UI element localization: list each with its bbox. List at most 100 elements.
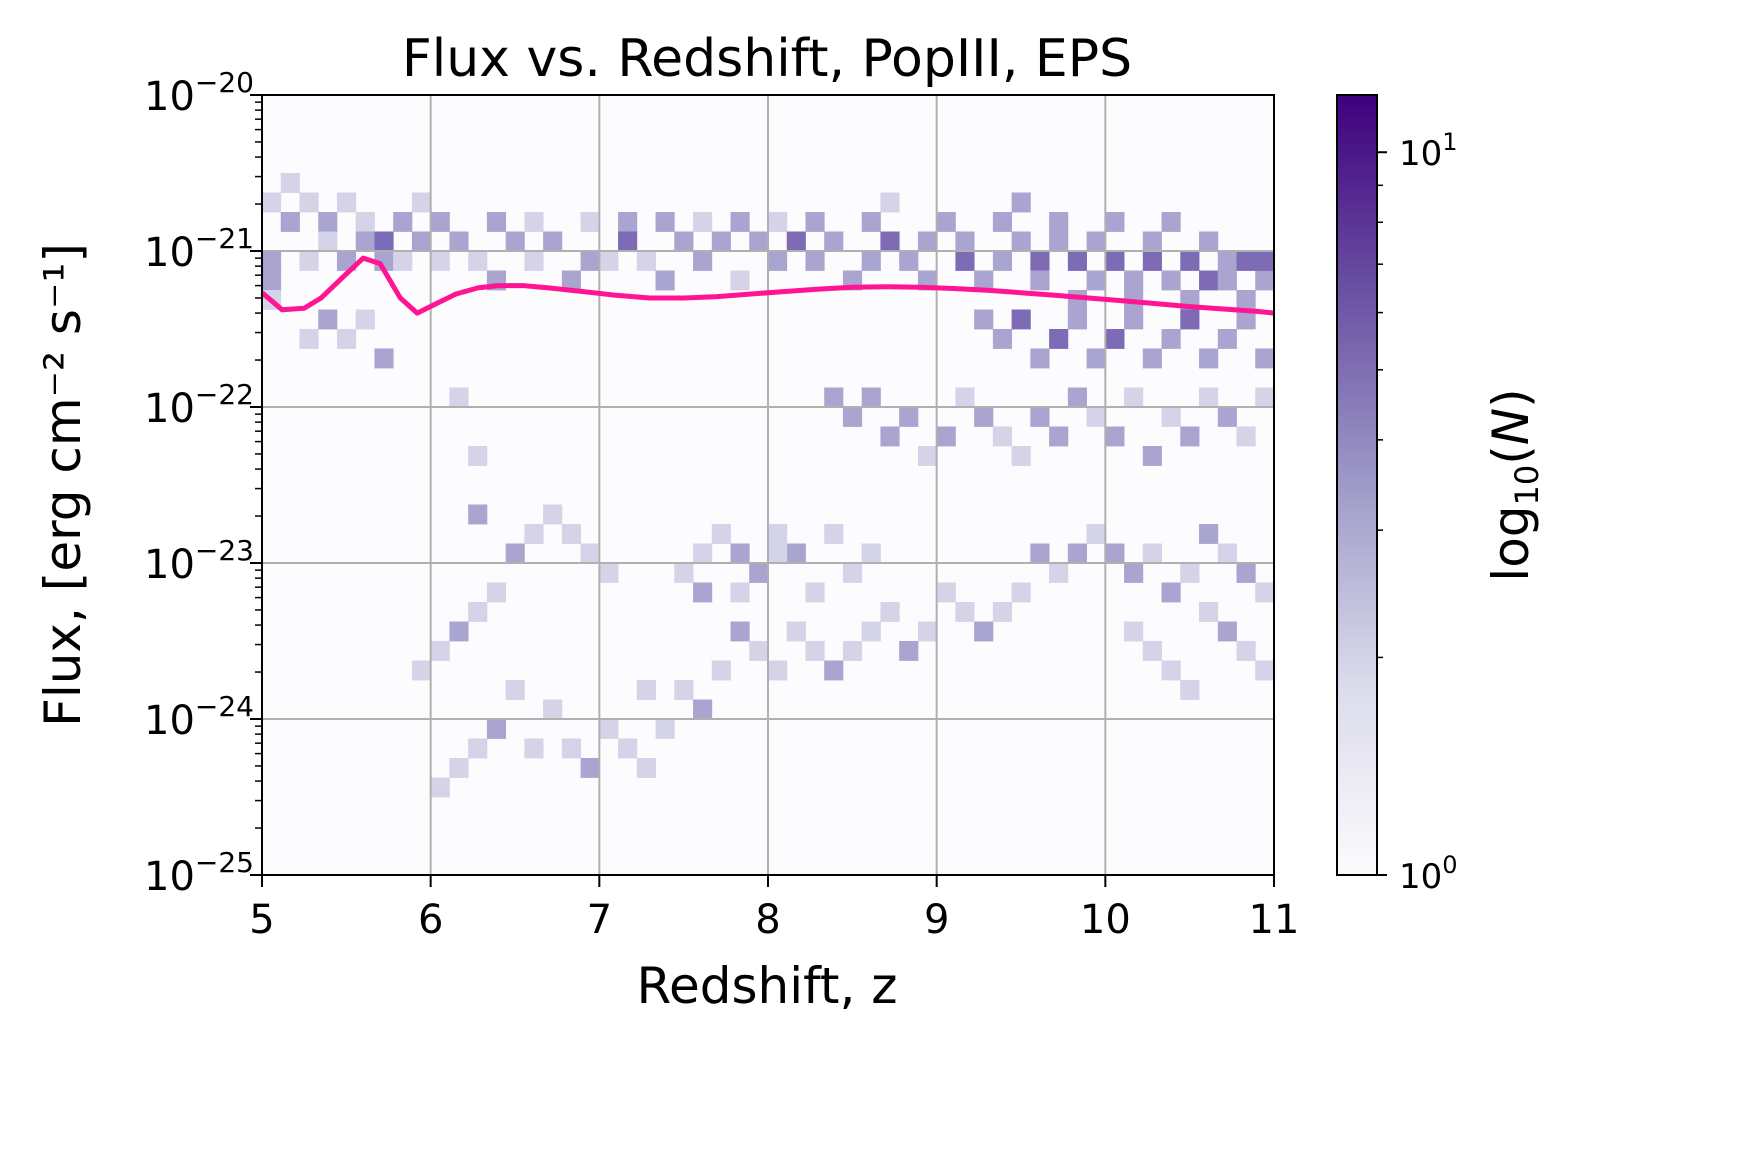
heatmap-cell [936, 426, 956, 447]
heatmap-cell [1236, 563, 1256, 583]
heatmap-cell [299, 329, 319, 349]
heatmap-cells [262, 173, 1275, 798]
y-tick-label: 10−25 [144, 846, 254, 900]
heatmap-cell [280, 173, 300, 193]
heatmap-cell [655, 719, 675, 739]
heatmap-cell [486, 582, 507, 603]
heatmap-cell [374, 348, 394, 369]
heatmap-cell [468, 602, 488, 622]
heatmap-cell [917, 446, 938, 466]
heatmap-cell [636, 758, 656, 778]
heatmap-cell [1011, 231, 1031, 252]
heatmap-cell [805, 251, 825, 271]
heatmap-cell [1011, 309, 1031, 330]
heatmap-cell [1236, 641, 1256, 661]
heatmap-cell [1255, 251, 1275, 271]
heatmap-cell [299, 192, 319, 213]
heatmap-cell [618, 212, 638, 232]
heatmap-cell [693, 582, 713, 603]
heatmap-cell [1105, 212, 1125, 232]
heatmap-cell [1217, 621, 1237, 642]
heatmap-cell [1217, 251, 1237, 271]
heatmap-cell [899, 251, 919, 271]
heatmap-cell [786, 231, 806, 252]
heatmap-cell [1011, 582, 1031, 603]
x-tick-label: 10 [1080, 897, 1131, 943]
heatmap-cell [1199, 602, 1219, 622]
y-tick-label: 10−23 [144, 534, 254, 588]
heatmap-cell [1180, 426, 1200, 447]
heatmap-cell [1049, 329, 1069, 349]
heatmap-cell [861, 387, 881, 408]
colorbar-label-sub: 10 [1508, 465, 1546, 506]
heatmap-cell [1255, 270, 1275, 291]
heatmap-cell [580, 212, 600, 232]
heatmap-cell [262, 192, 282, 213]
heatmap-cell [693, 699, 713, 720]
heatmap-cell [430, 212, 450, 232]
heatmap-cell [1067, 543, 1087, 564]
y-tick-label: 10−24 [144, 690, 254, 744]
heatmap-cell [430, 641, 450, 661]
heatmap-cell [561, 738, 581, 759]
heatmap-cell [599, 719, 619, 739]
heatmap-cell [861, 621, 881, 642]
heatmap-cell [786, 621, 806, 642]
heatmap-cell [861, 212, 881, 232]
heatmap-cell [299, 251, 319, 271]
heatmap-cell [524, 212, 544, 232]
colorbar-label-base: log [1482, 505, 1540, 581]
heatmap-cell [955, 602, 975, 622]
heatmap-cell [1142, 348, 1162, 369]
heatmap-cell [992, 602, 1013, 622]
heatmap-cell [861, 251, 881, 271]
heatmap-cell [449, 621, 469, 642]
heatmap-cell [468, 738, 488, 759]
heatmap-cell [1030, 543, 1050, 564]
heatmap-cell [1030, 407, 1050, 427]
heatmap-cell [1049, 212, 1069, 232]
heatmap-cell [1011, 192, 1031, 213]
heatmap-cell [730, 212, 750, 232]
heatmap-cell [561, 270, 581, 291]
heatmap-cell [1086, 270, 1106, 291]
heatmap-cell [580, 543, 600, 564]
heatmap-cell [693, 543, 713, 564]
heatmap-cell [505, 680, 525, 700]
heatmap-cell [955, 251, 975, 271]
heatmap-cell [749, 563, 769, 583]
heatmap-cell [955, 387, 975, 408]
heatmap-cell [1067, 309, 1087, 330]
x-tick-label: 11 [1249, 897, 1300, 943]
heatmap-cell [749, 641, 769, 661]
heatmap-cell [1255, 660, 1275, 681]
heatmap-cell [355, 231, 375, 252]
heatmap-cell [974, 407, 994, 427]
heatmap-cell [1124, 621, 1144, 642]
heatmap-cell [262, 270, 282, 291]
heatmap-cell [861, 543, 881, 564]
heatmap-cell [393, 251, 413, 271]
heatmap-cell [1105, 251, 1125, 271]
heatmap-cell [1105, 426, 1125, 447]
heatmap-cell [543, 231, 563, 252]
heatmap-cell [280, 212, 300, 232]
heatmap-cell [730, 270, 750, 291]
x-axis-label: Redshift, z [637, 957, 898, 1015]
heatmap-cell [674, 231, 694, 252]
heatmap-cell [543, 504, 563, 525]
heatmap-cell [1180, 680, 1200, 700]
heatmap-cell [430, 777, 450, 798]
heatmap-cell [768, 543, 788, 564]
heatmap-cell [1105, 329, 1125, 349]
heatmap-cell [561, 524, 581, 544]
heatmap-cell [974, 309, 994, 330]
heatmap-cell [486, 212, 507, 232]
x-tick-label: 6 [418, 897, 443, 943]
heatmap-cell [1161, 407, 1181, 427]
x-tick-label: 8 [755, 897, 780, 943]
heatmap-cell [1124, 309, 1144, 330]
heatmap-cell [393, 212, 413, 232]
heatmap-cell [374, 231, 394, 252]
